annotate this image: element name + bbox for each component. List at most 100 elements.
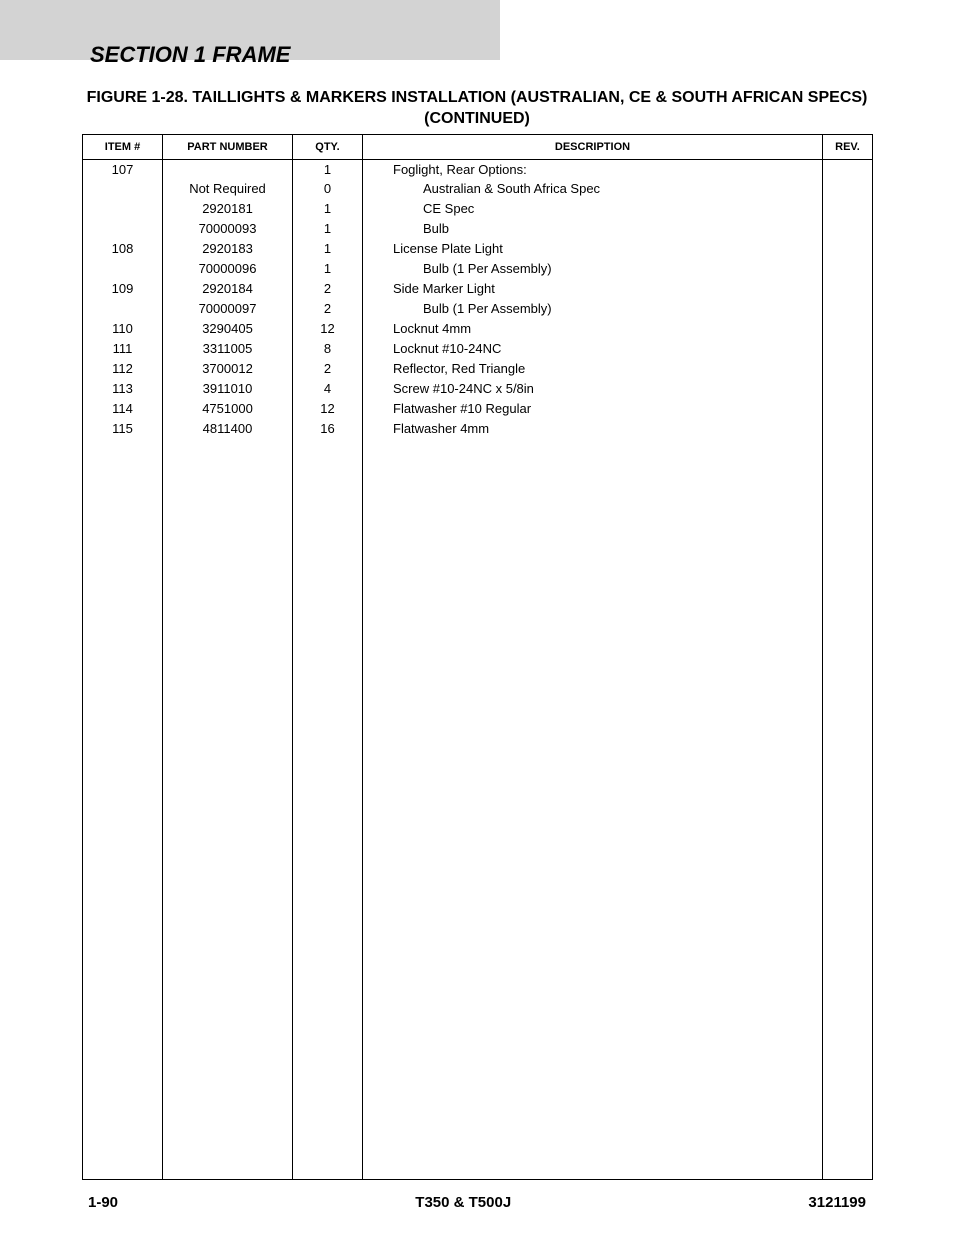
page-footer: 1-90 T350 & T500J 3121199	[0, 1194, 954, 1211]
cell-qty: 2	[293, 299, 363, 319]
cell-rev	[823, 179, 873, 199]
cell-desc: CE Spec	[363, 199, 823, 219]
cell-qty: 0	[293, 179, 363, 199]
cell-rev	[823, 299, 873, 319]
cell-qty: 8	[293, 339, 363, 359]
cell-part: 4751000	[163, 399, 293, 419]
table-header-row: ITEM # PART NUMBER QTY. DESCRIPTION REV.	[83, 134, 873, 159]
cell-rev	[823, 359, 873, 379]
figure-title: FIGURE 1-28. TAILLIGHTS & MARKERS INSTAL…	[0, 88, 954, 130]
cell-part: 3290405	[163, 319, 293, 339]
cell-part: 2920181	[163, 199, 293, 219]
table-row: 700000961Bulb (1 Per Assembly)	[83, 259, 873, 279]
cell-rev	[823, 219, 873, 239]
cell-rev	[823, 259, 873, 279]
cell-part: 70000093	[163, 219, 293, 239]
table-row: 700000972Bulb (1 Per Assembly)	[83, 299, 873, 319]
cell-desc: Side Marker Light	[363, 279, 823, 299]
cell-desc: Australian & South Africa Spec	[363, 179, 823, 199]
filler-cell	[83, 439, 163, 1179]
cell-rev	[823, 319, 873, 339]
cell-item: 113	[83, 379, 163, 399]
cell-qty: 1	[293, 239, 363, 259]
filler-cell	[363, 439, 823, 1179]
cell-desc: Flatwasher #10 Regular	[363, 399, 823, 419]
table-filler-row	[83, 439, 873, 1179]
table-row: 10829201831License Plate Light	[83, 239, 873, 259]
cell-item: 114	[83, 399, 163, 419]
cell-part: 70000097	[163, 299, 293, 319]
cell-qty: 12	[293, 319, 363, 339]
cell-rev	[823, 379, 873, 399]
cell-qty: 1	[293, 199, 363, 219]
table-row: 11133110058Locknut #10-24NC	[83, 339, 873, 359]
cell-rev	[823, 399, 873, 419]
table-row: 10929201842Side Marker Light	[83, 279, 873, 299]
cell-qty: 4	[293, 379, 363, 399]
filler-cell	[823, 439, 873, 1179]
cell-item: 109	[83, 279, 163, 299]
cell-qty: 2	[293, 279, 363, 299]
cell-desc: Foglight, Rear Options:	[363, 159, 823, 179]
cell-item	[83, 199, 163, 219]
filler-cell	[163, 439, 293, 1179]
cell-part: 3311005	[163, 339, 293, 359]
col-header-qty: QTY.	[293, 134, 363, 159]
cell-part: 2920184	[163, 279, 293, 299]
cell-desc: Bulb (1 Per Assembly)	[363, 259, 823, 279]
cell-qty: 12	[293, 399, 363, 419]
cell-desc: Bulb (1 Per Assembly)	[363, 299, 823, 319]
cell-item: 111	[83, 339, 163, 359]
cell-item: 112	[83, 359, 163, 379]
cell-qty: 16	[293, 419, 363, 439]
table-body: 1071Foglight, Rear Options:Not Required0…	[83, 159, 873, 1179]
footer-left: 1-90	[88, 1194, 118, 1211]
cell-qty: 1	[293, 259, 363, 279]
cell-desc: Locknut 4mm	[363, 319, 823, 339]
col-header-desc: DESCRIPTION	[363, 134, 823, 159]
cell-qty: 1	[293, 159, 363, 179]
table-row: 700000931Bulb	[83, 219, 873, 239]
cell-qty: 1	[293, 219, 363, 239]
table-row: Not Required0Australian & South Africa S…	[83, 179, 873, 199]
table-row: 1071Foglight, Rear Options:	[83, 159, 873, 179]
cell-rev	[823, 339, 873, 359]
cell-rev	[823, 419, 873, 439]
col-header-item: ITEM #	[83, 134, 163, 159]
footer-center: T350 & T500J	[415, 1194, 511, 1211]
cell-desc: Screw #10-24NC x 5/8in	[363, 379, 823, 399]
cell-rev	[823, 159, 873, 179]
cell-desc: Flatwasher 4mm	[363, 419, 823, 439]
parts-table: ITEM # PART NUMBER QTY. DESCRIPTION REV.…	[82, 134, 873, 1180]
cell-part: 3911010	[163, 379, 293, 399]
cell-item	[83, 219, 163, 239]
cell-rev	[823, 239, 873, 259]
cell-part: 4811400	[163, 419, 293, 439]
cell-desc: License Plate Light	[363, 239, 823, 259]
table-row: 11339110104Screw #10-24NC x 5/8in	[83, 379, 873, 399]
section-title: SECTION 1 FRAME	[90, 42, 290, 68]
cell-item	[83, 259, 163, 279]
col-header-rev: REV.	[823, 134, 873, 159]
cell-qty: 2	[293, 359, 363, 379]
cell-desc: Locknut #10-24NC	[363, 339, 823, 359]
cell-desc: Reflector, Red Triangle	[363, 359, 823, 379]
cell-part: 3700012	[163, 359, 293, 379]
filler-cell	[293, 439, 363, 1179]
cell-item: 108	[83, 239, 163, 259]
cell-part	[163, 159, 293, 179]
cell-rev	[823, 279, 873, 299]
table-row: 114475100012Flatwasher #10 Regular	[83, 399, 873, 419]
table-row: 29201811CE Spec	[83, 199, 873, 219]
cell-desc: Bulb	[363, 219, 823, 239]
cell-rev	[823, 199, 873, 219]
cell-part: Not Required	[163, 179, 293, 199]
cell-item: 115	[83, 419, 163, 439]
table-row: 11237000122Reflector, Red Triangle	[83, 359, 873, 379]
table-row: 115481140016Flatwasher 4mm	[83, 419, 873, 439]
col-header-part: PART NUMBER	[163, 134, 293, 159]
table-row: 110329040512Locknut 4mm	[83, 319, 873, 339]
cell-item	[83, 179, 163, 199]
cell-item: 110	[83, 319, 163, 339]
cell-item	[83, 299, 163, 319]
